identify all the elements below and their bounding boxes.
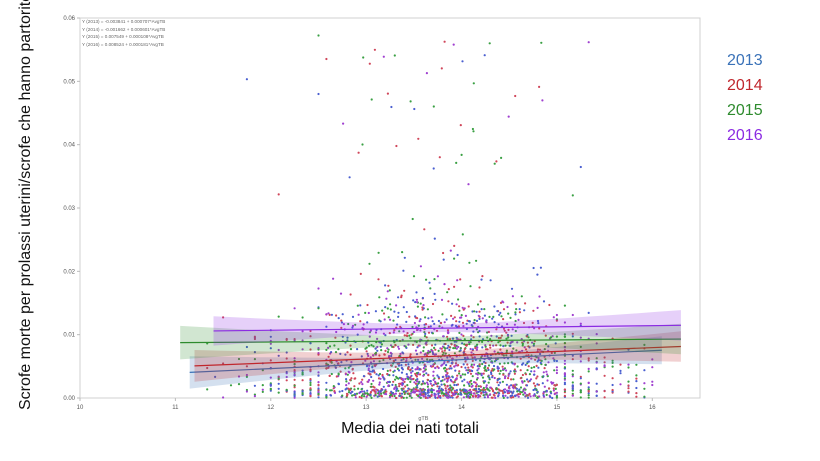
x-tick-label: 12 xyxy=(267,405,274,411)
y-tick-label: 0.00 xyxy=(63,396,75,402)
x-tick-label: 13 xyxy=(363,405,370,411)
confidence-band-2013 xyxy=(189,336,662,389)
y-tick-label: 0.02 xyxy=(63,269,75,275)
legend: 2013 2014 2015 2016 xyxy=(727,48,763,148)
regression-line-2013 xyxy=(189,349,662,373)
y-tick-label: 0.04 xyxy=(63,143,75,149)
x-tick-label: 11 xyxy=(172,405,179,411)
legend-item-2014: 2014 xyxy=(727,77,763,94)
confidence-band-2015 xyxy=(180,323,681,360)
equation-2013: Y (2013) = -0.003841 + 0.000707*AvgTB xyxy=(82,19,166,24)
regression-equations: Y (2013) = -0.003841 + 0.000707*AvgTB Y … xyxy=(82,18,165,48)
scatter-points xyxy=(206,34,654,400)
equation-2015: Y (2015) = 0.007549 + 0.000108*AvgTB xyxy=(82,34,164,39)
x-tick-label: 14 xyxy=(458,405,465,411)
equation-2016: Y (2016) = 0.008524 + 0.000181*AvgTB xyxy=(82,41,164,47)
regression-line-2015 xyxy=(180,338,681,344)
x-tick-label: 10 xyxy=(77,405,84,411)
legend-item-2015: 2015 xyxy=(727,102,763,119)
legend-item-2016: 2016 xyxy=(727,127,763,144)
regression-line-2014 xyxy=(194,345,681,367)
legend-item-2013: 2013 xyxy=(727,52,763,69)
regression-line-2016 xyxy=(213,324,681,332)
y-tick-label: 0.06 xyxy=(63,16,75,22)
equation-2014: Y (2014) = -0.001662 + 0.000601*AvgTB xyxy=(82,26,166,32)
x-tick-label: 16 xyxy=(649,405,656,411)
y-tick-label: 0.03 xyxy=(63,206,75,212)
y-tick-label: 0.05 xyxy=(63,79,75,85)
x-axis-short-label: gTB xyxy=(418,416,428,422)
x-tick-label: 15 xyxy=(554,405,561,411)
x-axis-label: Media dei nati totali xyxy=(341,420,479,437)
y-axis-label: Scrofe morte per prolassi uterini/scrofe… xyxy=(17,0,34,410)
y-tick-label: 0.01 xyxy=(63,333,75,339)
